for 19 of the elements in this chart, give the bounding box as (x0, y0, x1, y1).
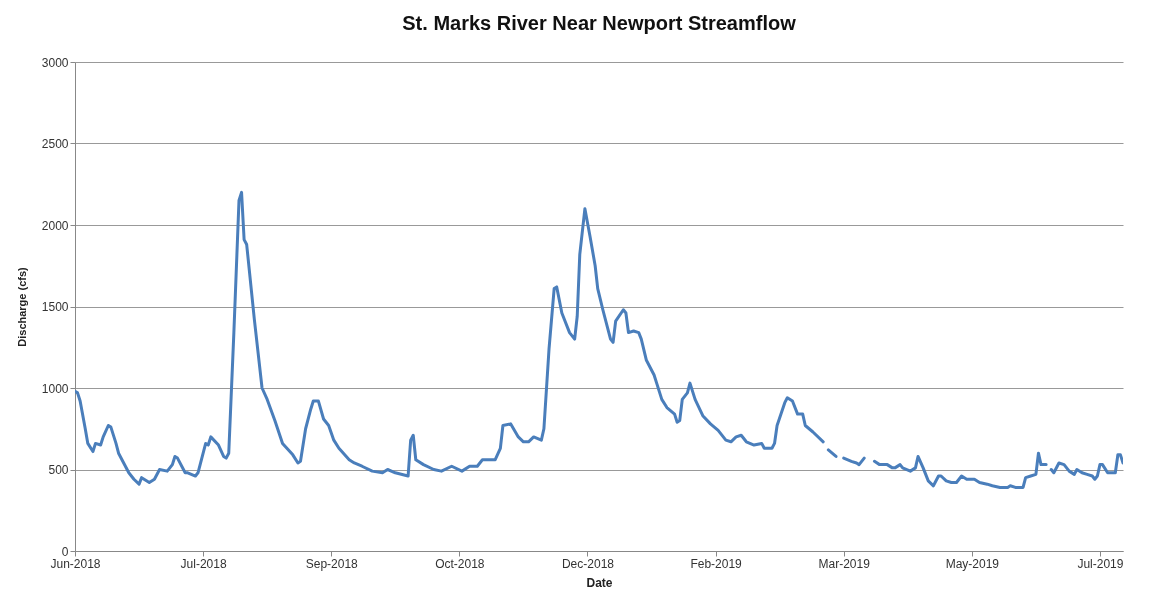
x-tick-label: Sep-2018 (305, 556, 359, 571)
x-tick-label: Jun-2018 (50, 556, 101, 571)
y-tick-label: 2000 (41, 218, 69, 233)
y-tick-label: 1000 (41, 381, 69, 396)
x-axis-title: Date (586, 575, 613, 590)
y-tick-label: 500 (48, 463, 69, 477)
y-tick-label: 2500 (41, 137, 69, 151)
y-axis-title: Discharge (cfs) (15, 266, 28, 347)
x-tick-label: Dec-2018 (561, 556, 615, 571)
x-tick-label: Oct-2018 (435, 556, 485, 571)
chart-title: St. Marks River Near Newport Streamflow (402, 12, 797, 34)
y-tick-label: 1500 (41, 300, 69, 314)
y-tick-label: 3000 (41, 55, 69, 70)
x-tick-label: May-2019 (945, 556, 1000, 571)
x-tick-label: Feb-2019 (690, 556, 743, 571)
x-tick-label: Jul-2018 (180, 556, 227, 571)
x-tick-label: Mar-2019 (818, 556, 871, 571)
y-tick-label: 0 (61, 544, 69, 559)
x-tick-label: Jul-2019 (1077, 556, 1124, 571)
